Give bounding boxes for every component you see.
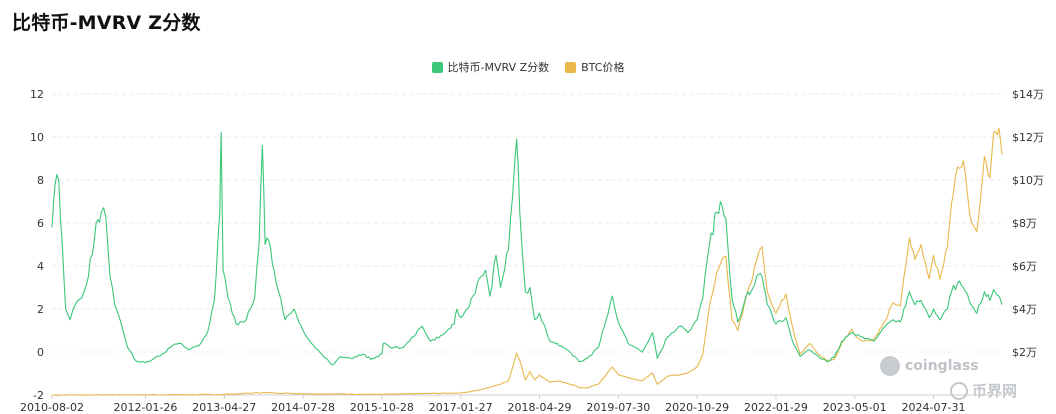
y-right-tick-label: $6万	[1012, 260, 1037, 273]
legend-swatch-price	[565, 61, 577, 73]
y-left-tick-label: 2	[37, 303, 44, 316]
y-left-tick-label: 12	[30, 88, 44, 101]
legend-item-price[interactable]: BTC价格	[565, 59, 624, 75]
x-tick-label: 2019-07-30	[586, 401, 650, 414]
x-tick-label: 2010-08-02	[20, 401, 84, 414]
coinglass-watermark-text: coinglass	[905, 358, 979, 374]
x-tick-label: 2020-10-29	[665, 401, 729, 414]
y-right-tick-label: $4万	[1012, 303, 1037, 316]
y-left-tick-label: 6	[37, 217, 44, 230]
y-right-tick-label: $10万	[1012, 174, 1044, 187]
x-tick-label: 2017-01-27	[429, 401, 493, 414]
coinglass-logo-icon	[880, 356, 900, 376]
legend-swatch-mvrv	[431, 61, 443, 73]
y-axis-right: $14万 $12万 $10万 $8万 $6万 $4万 $2万	[1012, 88, 1044, 359]
bijie-watermark-text: 币界网	[972, 382, 1018, 400]
x-tick-label: 2023-05-01	[823, 401, 887, 414]
chart-series	[51, 127, 1003, 396]
y-right-tick-label: $8万	[1012, 217, 1037, 230]
x-tick-label: 2024-07-31	[902, 401, 966, 414]
y-left-tick-label: 8	[37, 174, 44, 187]
x-tick-label: 2022-01-29	[744, 401, 808, 414]
y-axis-left: 12 10 8 6 4 2 0 -2	[30, 88, 44, 402]
y-left-tick-label: 4	[37, 260, 44, 273]
y-left-tick-label: 0	[37, 346, 44, 359]
coinglass-watermark: coinglass	[880, 356, 979, 376]
y-left-tick-label: -2	[33, 389, 44, 402]
x-tick-label: 2012-01-26	[113, 401, 177, 414]
page-title: 比特币-MVRV Z分数	[12, 12, 201, 34]
x-tick-label: 2015-10-28	[350, 401, 414, 414]
x-tick-label: 2013-04-27	[192, 401, 256, 414]
y-right-tick-label: $12万	[1012, 131, 1044, 144]
chart-legend: 比特币-MVRV Z分数 BTC价格	[0, 59, 1056, 75]
x-tick-label: 2014-07-28	[271, 401, 335, 414]
y-right-tick-label: $14万	[1012, 88, 1044, 101]
y-right-tick-label: $2万	[1012, 346, 1037, 359]
y-left-tick-label: 10	[30, 131, 44, 144]
legend-item-mvrv[interactable]: 比特币-MVRV Z分数	[431, 59, 550, 75]
series-line-mvrv-zscore	[51, 132, 1003, 366]
x-axis: 2010-08-02 2012-01-26 2013-04-27 2014-07-28…	[20, 394, 1002, 414]
legend-label-price: BTC价格	[581, 61, 625, 74]
bijie-logo-icon	[950, 381, 968, 400]
x-tick-label: 2018-04-29	[508, 401, 572, 414]
legend-label-mvrv: 比特币-MVRV Z分数	[447, 61, 550, 74]
series-line-btc-price	[52, 127, 1003, 396]
chart-grid	[52, 93, 1002, 396]
bijie-watermark: 币界网	[950, 380, 1017, 401]
